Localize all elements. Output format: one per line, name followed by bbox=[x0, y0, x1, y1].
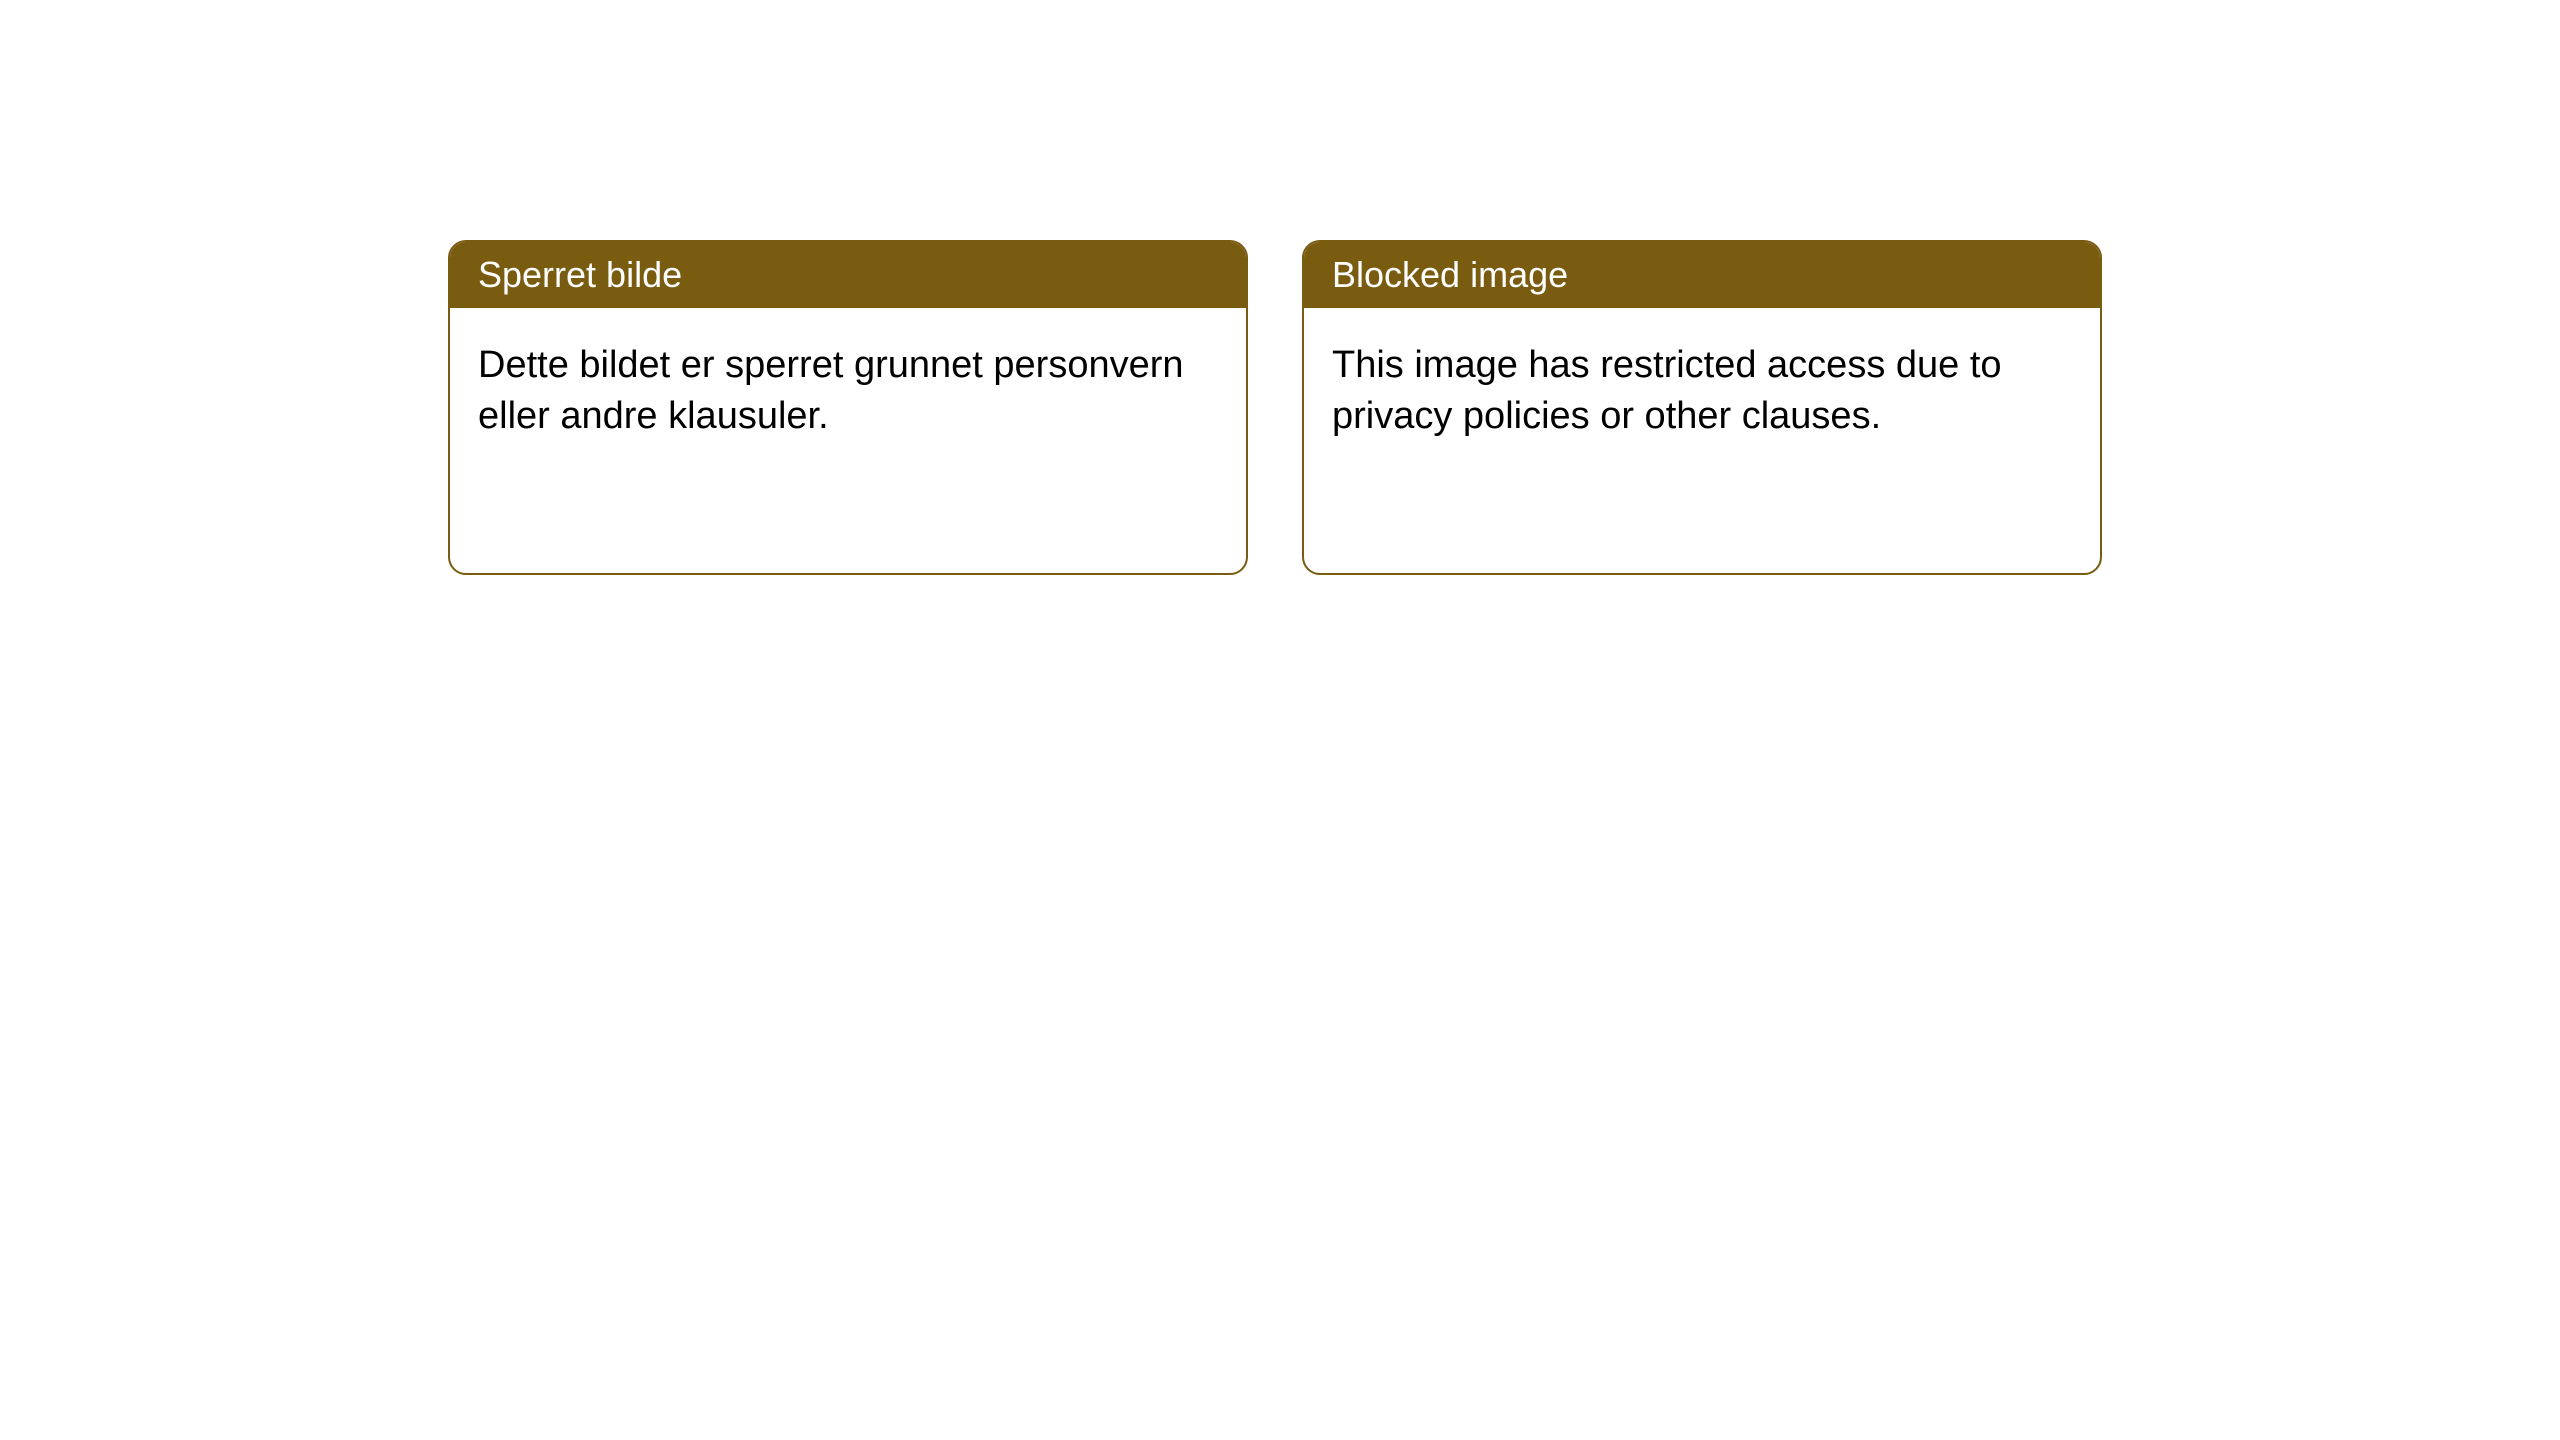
notice-body: Dette bildet er sperret grunnet personve… bbox=[450, 308, 1246, 573]
notice-box-norwegian: Sperret bilde Dette bildet er sperret gr… bbox=[448, 240, 1248, 575]
notice-body: This image has restricted access due to … bbox=[1304, 308, 2100, 573]
notice-title: Blocked image bbox=[1332, 254, 1568, 295]
notice-body-text: Dette bildet er sperret grunnet personve… bbox=[478, 344, 1184, 437]
notice-header: Blocked image bbox=[1304, 242, 2100, 308]
notice-body-text: This image has restricted access due to … bbox=[1332, 344, 2002, 437]
notice-box-english: Blocked image This image has restricted … bbox=[1302, 240, 2102, 575]
notice-header: Sperret bilde bbox=[450, 242, 1246, 308]
notice-container: Sperret bilde Dette bildet er sperret gr… bbox=[0, 0, 2560, 575]
notice-title: Sperret bilde bbox=[478, 254, 682, 295]
